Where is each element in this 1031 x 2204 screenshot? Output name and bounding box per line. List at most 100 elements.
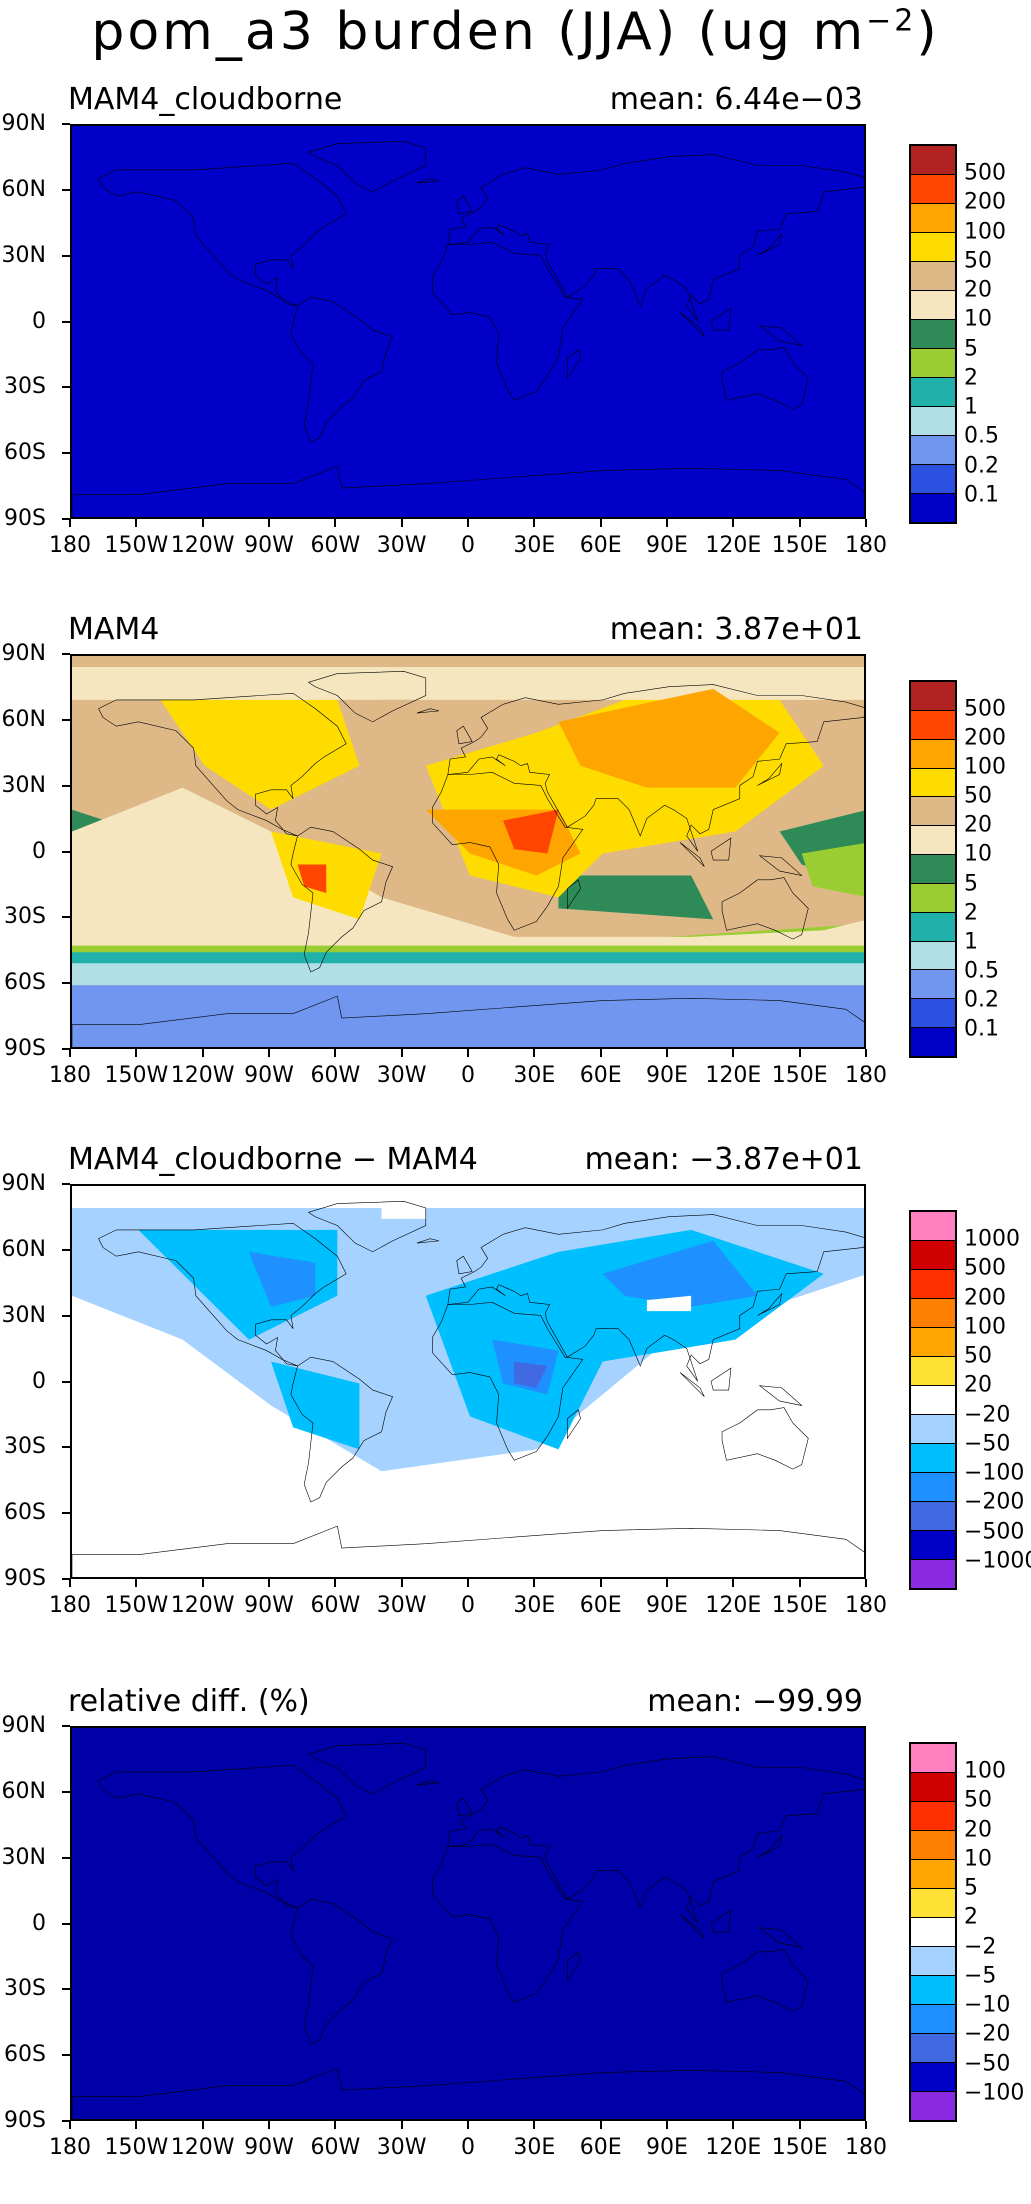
colorbar-cell bbox=[911, 1356, 955, 1385]
colorbar-label: 50 bbox=[964, 783, 992, 809]
colorbar-label: 1 bbox=[964, 929, 978, 955]
lon-tick-label: 60E bbox=[579, 1593, 622, 1618]
lon-tick bbox=[69, 519, 71, 527]
coastline bbox=[309, 141, 426, 191]
lat-tick bbox=[62, 1725, 70, 1727]
coastline bbox=[567, 1410, 580, 1439]
lon-tick-label: 180 bbox=[49, 533, 91, 558]
colorbar-cell bbox=[911, 911, 955, 941]
lat-tick bbox=[62, 452, 70, 455]
lon-tick bbox=[268, 519, 270, 527]
lon-tick-label: 180 bbox=[845, 1593, 887, 1618]
field-region bbox=[248, 1251, 316, 1307]
colorbar-label: 2 bbox=[964, 365, 978, 391]
field-region bbox=[503, 809, 559, 854]
coastline bbox=[567, 1952, 580, 1981]
lon-tick-label: 30W bbox=[376, 533, 427, 558]
colorbar-label: 2 bbox=[964, 1904, 978, 1930]
colorbar-cell bbox=[911, 940, 955, 970]
lat-tick bbox=[62, 1512, 70, 1515]
lon-tick-label: 30W bbox=[376, 1593, 427, 1618]
colorbar bbox=[909, 1742, 957, 2122]
colorbar-label: 1 bbox=[964, 394, 978, 420]
lon-tick-label: 60E bbox=[579, 533, 622, 558]
lon-tick bbox=[599, 519, 602, 527]
colorbar-cell bbox=[911, 1240, 955, 1269]
coastline bbox=[417, 1239, 439, 1243]
lon-tick-label: 60E bbox=[579, 1063, 622, 1088]
lon-tick-label: 120E bbox=[705, 533, 762, 558]
colorbar-label: 0.5 bbox=[964, 423, 999, 449]
coastline bbox=[99, 1765, 347, 1908]
colorbar-cell bbox=[911, 998, 955, 1028]
lat-tick bbox=[62, 1248, 70, 1251]
lon-tick bbox=[865, 2121, 867, 2129]
lon-tick bbox=[400, 2121, 403, 2129]
coastline bbox=[291, 297, 393, 442]
lon-tick bbox=[732, 1049, 735, 1057]
map-plot bbox=[70, 654, 866, 1049]
coastline bbox=[760, 856, 802, 876]
lon-tick bbox=[599, 1049, 602, 1057]
field-region bbox=[381, 1199, 426, 1219]
coastline bbox=[680, 1373, 704, 1397]
colorbar bbox=[909, 680, 957, 1058]
lat-tick-label: 90S bbox=[4, 2108, 46, 2133]
colorbar-label: −5 bbox=[964, 1963, 997, 1989]
colorbar-label: 0.1 bbox=[964, 1016, 999, 1042]
lon-tick-label: 120E bbox=[705, 1063, 762, 1088]
map-plot bbox=[70, 1726, 866, 2121]
lon-tick bbox=[268, 1049, 270, 1057]
colorbar-label: 100 bbox=[964, 1314, 1006, 1340]
colorbar-label: −500 bbox=[964, 1519, 1025, 1545]
colorbar-label: 0.2 bbox=[964, 987, 999, 1013]
lon-tick-label: 90E bbox=[646, 533, 688, 558]
panel-3: MAM4_cloudborne − MAM4 mean: −3.87e+01 9… bbox=[0, 1142, 1031, 1662]
colorbar-cell bbox=[911, 435, 955, 464]
lon-tick-label: 180 bbox=[845, 1063, 887, 1088]
colorbar-cell bbox=[911, 348, 955, 377]
lon-tick-label: 30W bbox=[376, 1063, 427, 1088]
colorbar-label: 5 bbox=[964, 1875, 978, 1901]
lon-tick bbox=[666, 1049, 668, 1057]
lat-tick-label: 60S bbox=[4, 970, 46, 996]
field-region bbox=[297, 864, 327, 893]
field-region bbox=[801, 843, 864, 897]
lon-tick bbox=[666, 1579, 668, 1587]
colorbar-label: −200 bbox=[964, 1489, 1025, 1515]
lat-tick bbox=[62, 1380, 70, 1383]
coastline bbox=[448, 155, 866, 322]
colorbar-label: 50 bbox=[964, 1343, 992, 1369]
coastline bbox=[457, 1798, 472, 1816]
map-svg bbox=[72, 1186, 864, 1577]
lat-tick bbox=[62, 653, 70, 655]
lat-tick bbox=[62, 1048, 70, 1050]
coastline bbox=[291, 827, 393, 972]
colorbar-cell bbox=[911, 1888, 955, 1917]
coastline bbox=[72, 466, 866, 519]
coastline bbox=[432, 242, 582, 400]
colorbar-label: 200 bbox=[964, 725, 1006, 751]
panel-label: MAM4_cloudborne bbox=[68, 82, 343, 117]
lon-tick bbox=[798, 1579, 801, 1587]
coastline bbox=[680, 843, 704, 867]
colorbar-label: 500 bbox=[964, 160, 1006, 186]
colorbar bbox=[909, 1210, 957, 1590]
lon-tick-label: 150E bbox=[771, 533, 828, 558]
lat-tick bbox=[62, 386, 70, 389]
panel-mean: mean: −99.99 bbox=[647, 1684, 863, 1719]
colorbar-cell bbox=[911, 146, 955, 174]
colorbar-label: 20 bbox=[964, 1372, 992, 1398]
coastline bbox=[309, 1201, 426, 1251]
lat-tick-label: 90N bbox=[1, 111, 46, 136]
coastline bbox=[457, 1256, 472, 1274]
lat-tick-label: 30N bbox=[1, 242, 46, 268]
lon-tick-label: 90W bbox=[244, 2135, 294, 2160]
colorbar-cell bbox=[911, 1327, 955, 1356]
colorbar-label: 20 bbox=[964, 812, 992, 838]
lon-tick bbox=[69, 1049, 71, 1057]
colorbar-label: 0.1 bbox=[964, 482, 999, 508]
colorbar-label: 500 bbox=[964, 1255, 1006, 1281]
lat-tick-label: 30S bbox=[4, 1976, 46, 2002]
lat-tick-label: 30N bbox=[1, 772, 46, 798]
